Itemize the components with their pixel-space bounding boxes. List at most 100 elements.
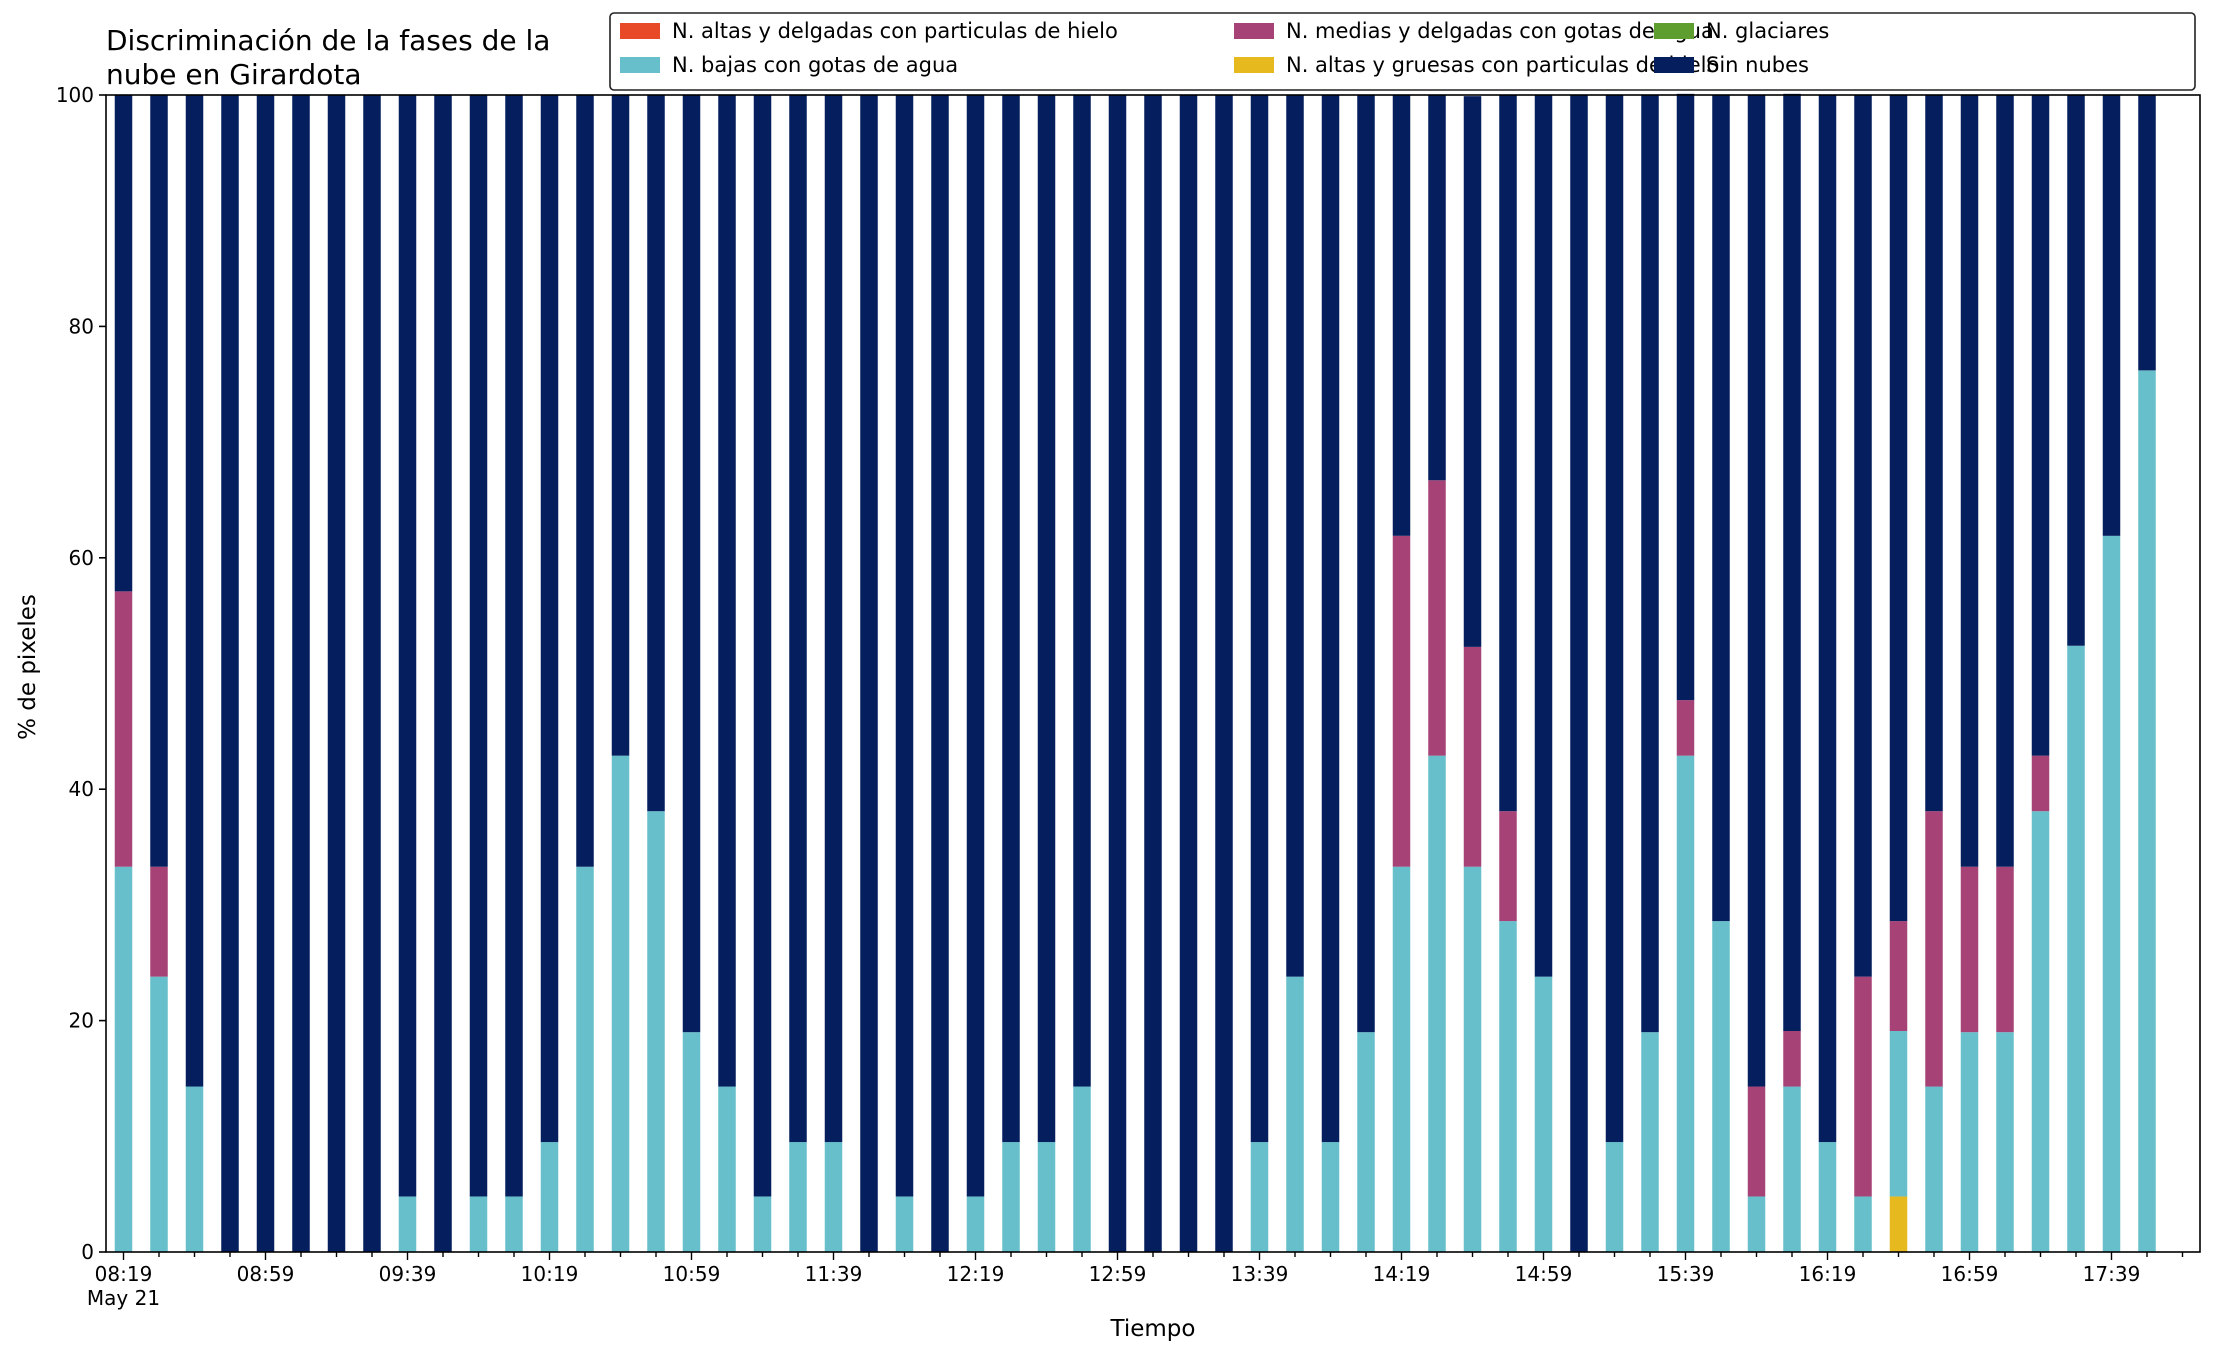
bar-segment	[576, 95, 594, 867]
bar-segment	[1179, 95, 1198, 1252]
bar-segment	[1854, 95, 1872, 977]
bar-segment	[1641, 1032, 1659, 1252]
x-tick-label: 17:39	[2083, 1262, 2141, 1286]
bar-segment	[1002, 1142, 1020, 1252]
bar-segment	[895, 95, 914, 1197]
bar-segment	[1641, 95, 1659, 1033]
legend: N. altas y delgadas con particulas de hi…	[609, 12, 2196, 91]
bar-segment	[1002, 95, 1020, 1143]
bar-segment	[1534, 976, 1553, 1252]
y-tick-label: 60	[69, 546, 94, 570]
bar-segment	[505, 95, 523, 1197]
bar-segment	[611, 95, 630, 756]
y-axis: 0 20 40 60 80 100	[56, 83, 106, 1264]
bar-segment	[860, 95, 878, 1252]
bar-segment	[1357, 95, 1375, 1033]
bar-segment	[682, 95, 701, 1033]
bar-segment	[1854, 976, 1872, 1197]
bar-segment	[469, 1196, 488, 1252]
bar-segment	[363, 95, 381, 1252]
bar-segment	[895, 1196, 914, 1252]
chart-title-line-1: Discriminación de la fases de la	[106, 24, 550, 57]
bar-segment	[1499, 921, 1517, 1252]
bar-segment	[824, 1142, 843, 1252]
chart-title-line-2: nube en Girardota	[106, 58, 361, 91]
bar-segment	[1712, 921, 1730, 1252]
bar-segment	[150, 866, 168, 977]
bar-segment	[2102, 535, 2121, 1252]
x-tick-label: 13:39	[1231, 1262, 1289, 1286]
bar-segment	[966, 95, 985, 1197]
bar-segment	[1712, 95, 1730, 922]
bar-segment	[114, 591, 133, 867]
legend-swatch	[1654, 23, 1694, 39]
bar-segment	[1250, 95, 1269, 1143]
bar-segment	[1392, 95, 1411, 536]
bar-segment	[1073, 95, 1091, 1087]
x-tick-label: 08:59	[237, 1262, 295, 1286]
bar-segment	[1925, 95, 1943, 812]
legend-swatch	[620, 23, 660, 39]
bar-segment	[1357, 1032, 1375, 1252]
bar-segment	[1747, 95, 1766, 1087]
legend-label: Sin nubes	[1706, 53, 1809, 77]
bar-segment	[1960, 95, 1979, 867]
bar-segment	[611, 755, 630, 1252]
bar-segment	[2102, 95, 2121, 536]
x-tick-label: 11:39	[805, 1262, 863, 1286]
bar-segment	[1854, 1196, 1872, 1252]
bar-segment	[931, 95, 949, 1252]
bar-segment	[1570, 95, 1588, 1252]
bar-segment	[114, 866, 133, 1252]
bar-segment	[1996, 95, 2014, 867]
bar-segment	[327, 95, 346, 1252]
bar-segment	[2138, 370, 2156, 1253]
bar-segment	[1534, 95, 1553, 977]
bar-segment	[682, 1032, 701, 1252]
bar-segment	[1463, 866, 1482, 1252]
bar-segment	[1996, 866, 2014, 1033]
bar-segment	[398, 1196, 417, 1252]
plot-frame	[105, 94, 2201, 1253]
bar-segment	[256, 95, 275, 1252]
bar-segment	[1037, 1142, 1056, 1252]
legend-box	[609, 12, 2196, 91]
x-tick-label: 09:39	[379, 1262, 437, 1286]
bar-segment	[1392, 866, 1411, 1252]
bar-segment	[1747, 1086, 1766, 1197]
legend-swatch	[1234, 23, 1274, 39]
bar-segment	[1428, 95, 1446, 481]
x-tick-label: 10:19	[521, 1262, 579, 1286]
bar-segment	[966, 1196, 985, 1252]
bar-segment	[1108, 95, 1127, 1252]
legend-swatch	[1654, 57, 1694, 73]
bar-segment	[1676, 700, 1695, 756]
x-tick-label: 16:59	[1941, 1262, 1999, 1286]
bar-segment	[1428, 480, 1446, 756]
bar-segment	[221, 95, 239, 1252]
bar-segment	[789, 95, 807, 1143]
bar-segment	[789, 1142, 807, 1252]
bars-layer	[114, 93, 2156, 1253]
bar-segment	[185, 95, 204, 1087]
bar-segment	[2031, 95, 2050, 756]
bar-segment	[2031, 755, 2050, 812]
x-tick-date-label: May 21	[87, 1286, 160, 1310]
bar-segment	[1889, 1196, 1908, 1252]
bar-segment	[1250, 1142, 1269, 1252]
bar-segment	[1996, 1032, 2014, 1252]
bar-segment	[1889, 95, 1908, 922]
bar-segment	[2138, 95, 2156, 371]
bar-segment	[1073, 1086, 1091, 1252]
bar-segment	[1037, 95, 1056, 1143]
bar-segment	[1321, 1142, 1340, 1252]
legend-label: N. bajas con gotas de agua	[672, 53, 958, 77]
bar-segment	[1605, 95, 1624, 1143]
bar-segment	[114, 95, 133, 592]
bar-segment	[1286, 95, 1304, 977]
bar-segment	[1676, 755, 1695, 1252]
bar-segment	[1925, 811, 1943, 1087]
x-tick-label: 12:19	[947, 1262, 1005, 1286]
y-tick-label: 80	[69, 314, 94, 338]
bar-segment	[718, 95, 736, 1087]
